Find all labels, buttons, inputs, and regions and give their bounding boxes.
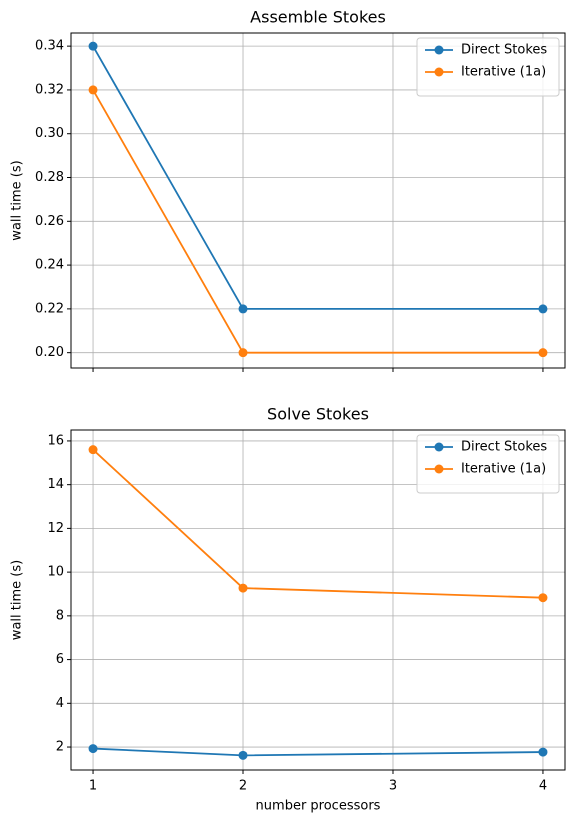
x-tick-label: 1: [89, 779, 97, 794]
y-tick-label: 10: [47, 565, 64, 580]
legend-marker: [434, 67, 444, 77]
x-tick-label: 2: [239, 779, 247, 794]
y-tick-label: 0.28: [35, 170, 64, 185]
data-point: [88, 744, 98, 754]
data-point: [538, 304, 548, 314]
x-tick-label: 4: [539, 779, 547, 794]
plot-frame: [70, 429, 566, 771]
subplot: Solve Stokes wall time (s) number processo…: [10, 405, 566, 814]
y-tick-label: 12: [47, 521, 64, 536]
legend: Direct Stokes Iterative (1a): [416, 37, 560, 97]
data-point: [538, 747, 548, 757]
legend-marker: [434, 45, 444, 55]
plot-frame: [70, 32, 566, 369]
y-tick-label: 0.20: [35, 345, 64, 360]
x-axis-label: number processors: [256, 799, 381, 814]
legend-marker: [434, 442, 444, 452]
data-point: [88, 445, 98, 455]
y-tick-label: 0.30: [35, 126, 64, 141]
data-point: [88, 41, 98, 51]
chart-title: Solve Stokes: [267, 405, 369, 424]
subplot: Assemble Stokes wall time (s) 0.20 0.22 0.24…: [10, 8, 566, 372]
y-tick-label: 0.32: [35, 82, 64, 97]
data-point: [238, 750, 248, 760]
series-line: [93, 747, 543, 757]
y-tick-label: 6: [56, 652, 64, 667]
legend-label: Iterative (1a): [461, 462, 546, 477]
y-tick-label: 4: [56, 696, 64, 711]
legend: Direct Stokes Iterative (1a): [416, 434, 560, 494]
y-axis-label: wall time (s): [10, 560, 25, 640]
data-point: [88, 85, 98, 95]
y-tick-label: 0.34: [35, 39, 64, 54]
chart-title: Assemble Stokes: [250, 8, 386, 27]
legend-label: Direct Stokes: [461, 43, 547, 58]
legend-box: [416, 434, 560, 494]
y-tick-label: 0.24: [35, 258, 64, 273]
y-tick-label: 2: [56, 740, 64, 755]
data-point: [238, 348, 248, 358]
y-axis-label: wall time (s): [10, 160, 25, 240]
y-tick-label: 16: [47, 433, 64, 448]
legend-marker: [434, 464, 444, 474]
y-tick-label: 0.22: [35, 301, 64, 316]
x-tick-label: 3: [389, 779, 397, 794]
legend-label: Direct Stokes: [461, 440, 547, 455]
y-tick-label: 8: [56, 608, 64, 623]
y-tick-label: 0.26: [35, 214, 64, 229]
y-tick-label: 14: [47, 477, 64, 492]
legend-label: Iterative (1a): [461, 65, 546, 80]
data-point: [238, 304, 248, 314]
data-point: [238, 583, 248, 593]
legend-box: [416, 37, 560, 97]
data-point: [538, 348, 548, 358]
data-point: [538, 593, 548, 603]
